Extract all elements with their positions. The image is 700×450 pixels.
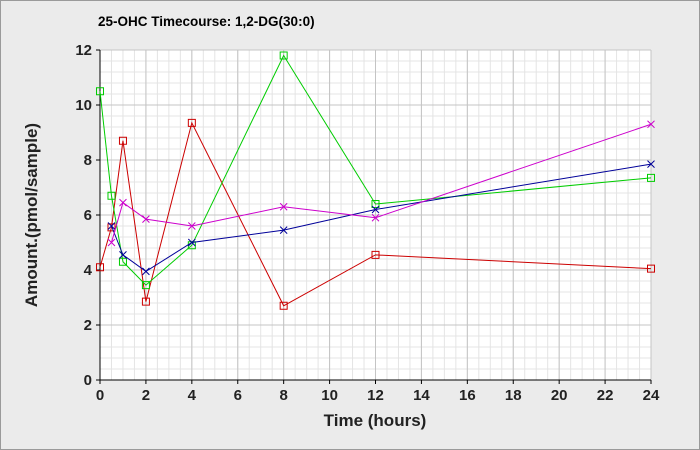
x-tick-label: 18: [505, 387, 522, 404]
x-tick-label: 14: [413, 387, 430, 404]
series-4: [107, 120, 655, 247]
data-point: [279, 301, 288, 310]
data-point: [142, 215, 150, 223]
data-point: [647, 264, 655, 273]
series-1: [96, 118, 655, 310]
data-point: [647, 160, 655, 168]
data-point: [187, 222, 196, 230]
series-layer: [96, 51, 655, 310]
x-tick-label: 16: [459, 387, 476, 404]
data-point: [119, 251, 127, 259]
series-line: [99, 121, 652, 307]
x-tick-label: 0: [96, 387, 104, 404]
x-tick-label: 12: [367, 387, 384, 404]
data-point: [141, 281, 150, 290]
series-3: [107, 160, 655, 276]
data-point: [141, 297, 150, 306]
data-point: [371, 250, 380, 259]
data-point: [107, 222, 116, 230]
grid: [99, 49, 652, 381]
x-tick-label: 8: [279, 387, 287, 404]
data-point: [279, 202, 288, 211]
data-point: [371, 200, 380, 208]
data-point: [142, 267, 150, 276]
data-point: [187, 118, 196, 127]
data-point: [187, 238, 196, 247]
y-axis-label: Amount.(pmol/sample): [22, 123, 41, 307]
data-point: [279, 51, 288, 60]
data-point: [118, 136, 127, 145]
x-tick-label: 24: [643, 387, 660, 404]
chart-title: 25-OHC Timecourse: 1,2-DG(30:0): [98, 14, 315, 29]
data-point: [371, 213, 380, 222]
series-line: [99, 54, 652, 286]
y-tick-label: 4: [84, 262, 93, 279]
data-point: [118, 257, 127, 266]
x-tick-label: 6: [234, 387, 242, 404]
data-point: [96, 87, 104, 96]
data-point: [107, 238, 116, 247]
data-point: [371, 205, 380, 214]
data-point: [647, 173, 655, 182]
x-tick-label: 10: [321, 387, 338, 404]
x-tick-label: 22: [597, 387, 614, 404]
data-point: [107, 191, 116, 200]
data-point: [107, 223, 116, 232]
y-tick-label: 6: [84, 207, 92, 224]
y-tick-label: 8: [84, 152, 92, 169]
y-tick-label: 0: [84, 372, 92, 389]
series-2: [96, 51, 655, 290]
y-tick-label: 12: [75, 42, 92, 59]
axes: [96, 49, 652, 384]
x-tick-label: 4: [188, 387, 197, 404]
y-tick-label: 2: [84, 317, 92, 334]
x-axis-label: Time (hours): [324, 411, 427, 430]
x-tick-label: 2: [142, 387, 150, 404]
data-point: [96, 263, 104, 272]
data-point: [279, 226, 288, 234]
y-tick-label: 10: [75, 97, 92, 114]
x-tick-label: 20: [551, 387, 568, 404]
data-point: [119, 198, 127, 207]
data-point: [647, 120, 655, 129]
